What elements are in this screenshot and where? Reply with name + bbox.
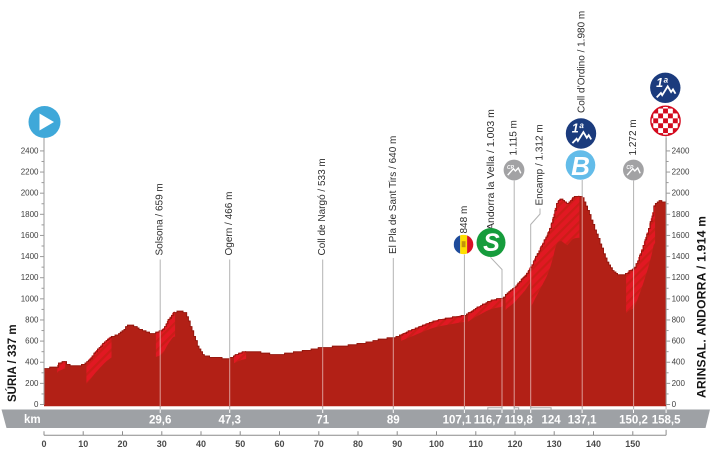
svg-text:1200: 1200 (21, 273, 39, 282)
svg-text:130: 130 (547, 439, 562, 449)
svg-text:90: 90 (392, 439, 402, 449)
svg-text:848 m: 848 m (459, 206, 470, 234)
svg-text:107,1: 107,1 (443, 415, 472, 427)
svg-text:0: 0 (34, 400, 39, 409)
svg-text:km: km (24, 414, 41, 426)
svg-text:1600: 1600 (21, 231, 39, 240)
svg-text:2400: 2400 (21, 146, 39, 155)
svg-text:158,5: 158,5 (652, 415, 681, 427)
svg-text:200: 200 (25, 379, 39, 388)
svg-text:400: 400 (25, 358, 39, 367)
svg-text:800: 800 (25, 315, 39, 324)
svg-text:1ª: 1ª (656, 76, 668, 90)
svg-text:137,1: 137,1 (568, 415, 597, 427)
svg-text:Andorra la Vella / 1.003 m: Andorra la Vella / 1.003 m (485, 109, 497, 230)
svg-text:10: 10 (78, 439, 88, 449)
svg-text:60: 60 (274, 439, 284, 449)
svg-text:800: 800 (672, 315, 686, 324)
svg-text:70: 70 (314, 439, 324, 449)
svg-text:89: 89 (387, 415, 400, 427)
svg-text:600: 600 (672, 337, 686, 346)
svg-text:47,3: 47,3 (219, 415, 241, 427)
svg-text:30: 30 (157, 439, 167, 449)
svg-text:CP: CP (507, 165, 515, 171)
svg-text:1400: 1400 (672, 252, 690, 261)
svg-text:B: B (571, 151, 590, 181)
svg-text:119,8: 119,8 (505, 415, 534, 427)
svg-text:150: 150 (625, 439, 640, 449)
svg-text:116,7: 116,7 (474, 415, 502, 427)
svg-text:2000: 2000 (672, 189, 690, 198)
svg-text:50: 50 (235, 439, 245, 449)
svg-text:Encamp / 1.312 m: Encamp / 1.312 m (535, 124, 546, 205)
svg-text:2400: 2400 (672, 146, 690, 155)
svg-text:71: 71 (316, 415, 329, 427)
svg-text:2200: 2200 (672, 168, 690, 177)
svg-text:SÚRIA / 337 m: SÚRIA / 337 m (6, 324, 19, 402)
svg-text:1ª: 1ª (572, 122, 584, 136)
svg-text:2200: 2200 (21, 168, 39, 177)
svg-text:El Pla de Sant Tirs / 640 m: El Pla de Sant Tirs / 640 m (388, 136, 399, 254)
svg-text:400: 400 (672, 358, 686, 367)
svg-text:110: 110 (469, 439, 484, 449)
svg-text:ARINSAL. ANDORRA / 1.914 m: ARINSAL. ANDORRA / 1.914 m (695, 216, 709, 398)
svg-text:1000: 1000 (21, 294, 39, 303)
svg-text:Ogern / 466 m: Ogern / 466 m (224, 192, 235, 256)
svg-text:600: 600 (25, 337, 39, 346)
svg-text:1200: 1200 (672, 273, 690, 282)
svg-text:1800: 1800 (672, 210, 690, 219)
svg-text:80: 80 (353, 439, 363, 449)
svg-text:100: 100 (429, 439, 444, 449)
svg-text:CP: CP (626, 165, 634, 171)
svg-text:Solsona / 659 m: Solsona / 659 m (155, 183, 166, 255)
svg-text:1.272 m: 1.272 m (628, 119, 639, 155)
svg-text:150,2: 150,2 (619, 415, 648, 427)
svg-text:1.115 m: 1.115 m (509, 120, 520, 155)
svg-text:20: 20 (117, 439, 127, 449)
svg-text:1800: 1800 (21, 210, 39, 219)
svg-text:1600: 1600 (672, 231, 690, 240)
svg-text:2000: 2000 (21, 189, 39, 198)
svg-text:1400: 1400 (21, 252, 39, 261)
svg-text:1000: 1000 (672, 294, 690, 303)
svg-text:0: 0 (672, 400, 677, 409)
svg-text:120: 120 (507, 439, 522, 449)
svg-text:Coll de Nargó / 533 m: Coll de Nargó / 533 m (317, 158, 328, 255)
svg-text:Coll d’Ordino / 1.980 m: Coll d’Ordino / 1.980 m (577, 11, 588, 113)
svg-text:S: S (483, 229, 500, 257)
svg-text:140: 140 (586, 439, 601, 449)
svg-text:124: 124 (542, 415, 562, 427)
svg-text:200: 200 (672, 379, 686, 388)
svg-text:40: 40 (196, 439, 206, 449)
svg-text:29,6: 29,6 (149, 415, 171, 427)
svg-text:0: 0 (41, 439, 46, 449)
